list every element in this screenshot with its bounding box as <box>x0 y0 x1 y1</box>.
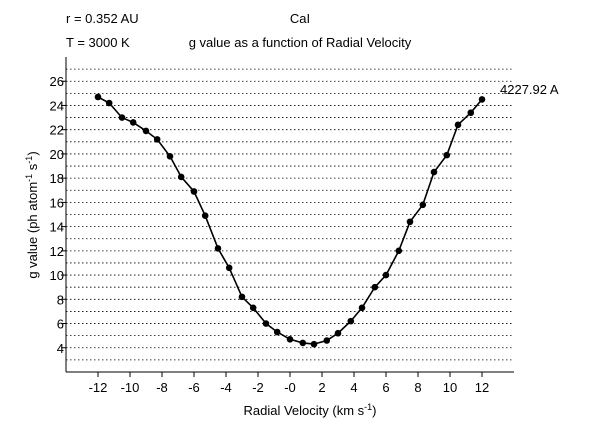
data-point <box>358 304 366 312</box>
data-point <box>299 339 307 347</box>
x-tick-label: -12 <box>89 380 108 395</box>
y-tick-label: 4 <box>57 341 64 356</box>
x-axis-label: Radial Velocity (km s-1) <box>243 402 376 418</box>
x-tick-label: 10 <box>443 380 457 395</box>
x-tick-label: -2 <box>252 380 264 395</box>
data-point <box>94 93 102 101</box>
axis-ticks: -12 -10 -8 -6 -4 -2 -0 2 4 6 8 10 124681012141618202… <box>50 74 490 395</box>
y-tick-label: 24 <box>50 98 64 113</box>
data-point <box>225 264 233 272</box>
data-point <box>478 96 486 103</box>
data-point <box>238 293 246 301</box>
data-point <box>105 99 113 107</box>
data-point <box>142 127 150 135</box>
data-point <box>454 121 462 129</box>
y-axis-label-main: g value (ph atom <box>25 182 40 279</box>
data-point <box>201 212 209 220</box>
y-axis-label-sup2: -1 <box>24 156 34 164</box>
y-tick-label: 22 <box>50 123 64 138</box>
data-point <box>323 337 331 344</box>
data-point <box>214 245 222 252</box>
data-point <box>249 304 257 312</box>
data-point <box>166 153 174 160</box>
x-tick-label: -4 <box>220 380 232 395</box>
series-layer <box>94 93 486 348</box>
data-point <box>406 218 414 226</box>
data-point <box>273 328 281 336</box>
data-point <box>347 317 355 325</box>
y-tick-label: 14 <box>50 220 64 235</box>
y-axis-label: g value (ph atom-1 s-1) <box>24 151 40 278</box>
x-axis-label-end: ) <box>372 403 376 418</box>
x-tick-label: -10 <box>121 380 140 395</box>
x-axis-label-sup: -1 <box>364 402 372 412</box>
y-tick-label: 20 <box>50 147 64 162</box>
y-tick-label: 16 <box>50 195 64 210</box>
series-label: 4227.92 A <box>500 82 559 97</box>
x-tick-label: 2 <box>318 380 325 395</box>
data-point <box>334 329 342 337</box>
series-line <box>97 96 483 345</box>
grid-lines <box>66 68 514 361</box>
x-tick-label: -8 <box>156 380 168 395</box>
chart-title: CaI <box>290 11 310 26</box>
y-axis-label-end: ) <box>25 151 40 155</box>
y-tick-label: 12 <box>50 244 64 259</box>
data-point <box>129 119 137 126</box>
x-tick-label: -6 <box>188 380 200 395</box>
y-tick-label: 18 <box>50 171 64 186</box>
x-axis-label-main: Radial Velocity (km s <box>243 403 364 418</box>
y-tick-label: 6 <box>57 317 64 332</box>
y-tick-label: 26 <box>50 74 64 89</box>
data-point <box>430 168 438 176</box>
y-axis-label-sup1: -1 <box>24 174 34 182</box>
data-point <box>118 114 126 121</box>
x-tick-label: 12 <box>475 380 489 395</box>
y-tick-label: 10 <box>50 268 64 283</box>
data-point <box>177 173 185 181</box>
y-axis-label-mid: s <box>25 163 40 174</box>
x-tick-label: 6 <box>382 380 389 395</box>
data-point <box>371 283 379 291</box>
data-point <box>262 320 270 327</box>
data-point <box>382 271 390 279</box>
x-tick-label: -0 <box>284 380 296 395</box>
x-tick-label: 8 <box>414 380 421 395</box>
data-point <box>190 188 198 195</box>
data-point <box>395 247 403 255</box>
data-point <box>153 136 161 143</box>
y-tick-label: 8 <box>57 292 64 307</box>
data-point <box>467 109 475 117</box>
x-tick-label: 4 <box>350 380 357 395</box>
data-point <box>443 151 451 159</box>
data-point <box>310 340 318 348</box>
data-point <box>286 335 294 343</box>
data-point <box>419 201 427 209</box>
annotation-temperature: T = 3000 K <box>66 35 130 50</box>
annotation-radius: r = 0.352 AU <box>66 11 139 26</box>
chart-subtitle: g value as a function of Radial Velocity <box>189 35 412 50</box>
